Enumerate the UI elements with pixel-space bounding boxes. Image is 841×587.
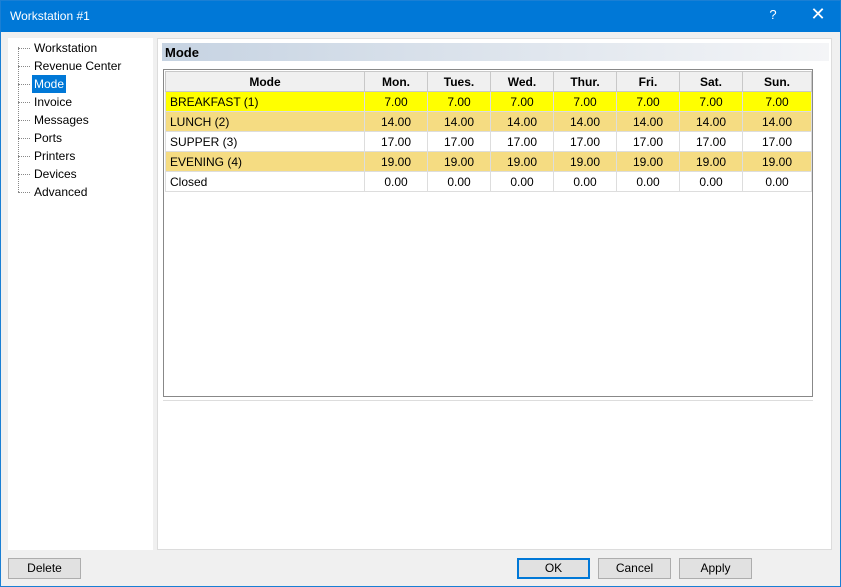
time-cell[interactable]: 0.00 bbox=[616, 171, 680, 192]
tree-item-messages[interactable]: Messages bbox=[18, 111, 91, 129]
mode-name-cell[interactable]: LUNCH (2) bbox=[165, 111, 365, 132]
time-cell[interactable]: 14.00 bbox=[616, 111, 680, 132]
time-cell[interactable]: 19.00 bbox=[490, 151, 554, 172]
time-cell[interactable]: 19.00 bbox=[679, 151, 743, 172]
window-title: Workstation #1 bbox=[10, 9, 90, 23]
navigation-tree: Workstation Revenue Center Mode Invoice Mess… bbox=[8, 38, 153, 550]
time-cell[interactable]: 7.00 bbox=[364, 91, 428, 112]
tree-connector bbox=[18, 83, 30, 85]
mode-grid: Mode Mon. Tues. Wed. Thur. Fri. Sat. Sun. BREAKF… bbox=[163, 69, 813, 397]
column-header[interactable]: Sun. bbox=[742, 71, 812, 92]
time-cell[interactable]: 7.00 bbox=[679, 91, 743, 112]
time-cell[interactable]: 7.00 bbox=[553, 91, 617, 112]
column-header[interactable]: Mon. bbox=[364, 71, 428, 92]
time-cell[interactable]: 19.00 bbox=[364, 151, 428, 172]
tree-item-mode[interactable]: Mode bbox=[18, 75, 67, 93]
mode-name-cell[interactable]: EVENING (4) bbox=[165, 151, 365, 172]
time-cell[interactable]: 0.00 bbox=[364, 171, 428, 192]
time-cell[interactable]: 0.00 bbox=[742, 171, 812, 192]
help-button[interactable]: ? bbox=[769, 7, 777, 22]
grid-header-row: Mode Mon. Tues. Wed. Thur. Fri. Sat. Sun. bbox=[165, 71, 812, 92]
tree-item-label: Advanced bbox=[34, 185, 88, 199]
time-cell[interactable]: 7.00 bbox=[490, 91, 554, 112]
time-cell[interactable]: 7.00 bbox=[427, 91, 491, 112]
time-cell[interactable]: 0.00 bbox=[553, 171, 617, 192]
mode-name-cell[interactable]: SUPPER (3) bbox=[165, 131, 365, 152]
tree-connector bbox=[18, 119, 30, 121]
time-cell[interactable]: 14.00 bbox=[427, 111, 491, 132]
close-button[interactable]: ✕ bbox=[810, 4, 826, 24]
time-cell[interactable]: 7.00 bbox=[742, 91, 812, 112]
tree-connector bbox=[18, 191, 30, 193]
tree-item-label: Workstation bbox=[34, 41, 98, 55]
column-header[interactable]: Sat. bbox=[679, 71, 743, 92]
tree-connector bbox=[18, 137, 30, 139]
time-cell[interactable]: 17.00 bbox=[490, 131, 554, 152]
apply-button[interactable]: Apply bbox=[679, 558, 752, 579]
mode-name-cell[interactable]: Closed bbox=[165, 171, 365, 192]
ok-button[interactable]: OK bbox=[517, 558, 590, 579]
tree-item-invoice[interactable]: Invoice bbox=[18, 93, 74, 111]
time-cell[interactable]: 14.00 bbox=[679, 111, 743, 132]
time-cell[interactable]: 17.00 bbox=[553, 131, 617, 152]
time-cell[interactable]: 17.00 bbox=[616, 131, 680, 152]
time-cell[interactable]: 17.00 bbox=[679, 131, 743, 152]
tree-item-workstation[interactable]: Workstation bbox=[18, 39, 99, 57]
tree-item-label: Devices bbox=[34, 167, 77, 181]
tree-item-ports[interactable]: Ports bbox=[18, 129, 64, 147]
time-cell[interactable]: 19.00 bbox=[427, 151, 491, 172]
tree-item-advanced[interactable]: Advanced bbox=[18, 183, 89, 201]
time-cell[interactable]: 19.00 bbox=[553, 151, 617, 172]
tree-item-label: Ports bbox=[34, 131, 63, 145]
time-cell[interactable]: 7.00 bbox=[616, 91, 680, 112]
time-cell[interactable]: 14.00 bbox=[490, 111, 554, 132]
tree-connector bbox=[18, 65, 30, 67]
delete-button[interactable]: Delete bbox=[8, 558, 81, 579]
table-row[interactable]: EVENING (4) 19.00 19.00 19.00 19.00 19.00 19.0… bbox=[165, 151, 812, 172]
time-cell[interactable]: 0.00 bbox=[679, 171, 743, 192]
tree-connector bbox=[18, 155, 30, 157]
tree-item-label: Mode bbox=[32, 75, 67, 93]
tree-item-label: Messages bbox=[34, 113, 89, 127]
time-cell[interactable]: 17.00 bbox=[427, 131, 491, 152]
tree-item-printers[interactable]: Printers bbox=[18, 147, 77, 165]
time-cell[interactable]: 0.00 bbox=[427, 171, 491, 192]
tree-connector bbox=[18, 173, 30, 175]
mode-name-cell[interactable]: BREAKFAST (1) bbox=[165, 91, 365, 112]
table-row[interactable]: LUNCH (2) 14.00 14.00 14.00 14.00 14.00 14.00 1… bbox=[165, 111, 812, 132]
table-row[interactable]: BREAKFAST (1) 7.00 7.00 7.00 7.00 7.00 7.00 7.0… bbox=[165, 91, 812, 112]
tree-connector bbox=[18, 101, 30, 103]
time-cell[interactable]: 0.00 bbox=[490, 171, 554, 192]
column-header[interactable]: Wed. bbox=[490, 71, 554, 92]
time-cell[interactable]: 17.00 bbox=[742, 131, 812, 152]
tree-item-label: Invoice bbox=[34, 95, 73, 109]
mode-panel: Mode Mode Mon. Tues. Wed. Thur. Fri. Sat. Sun. B… bbox=[157, 38, 832, 550]
table-row[interactable]: SUPPER (3) 17.00 17.00 17.00 17.00 17.00 17.00… bbox=[165, 131, 812, 152]
column-header[interactable]: Thur. bbox=[553, 71, 617, 92]
cancel-button[interactable]: Cancel bbox=[598, 558, 671, 579]
grid-divider bbox=[163, 400, 813, 401]
time-cell[interactable]: 19.00 bbox=[616, 151, 680, 172]
time-cell[interactable]: 14.00 bbox=[742, 111, 812, 132]
time-cell[interactable]: 17.00 bbox=[364, 131, 428, 152]
tree-item-label: Revenue Center bbox=[34, 59, 122, 73]
tree-item-label: Printers bbox=[34, 149, 76, 163]
tree-item-devices[interactable]: Devices bbox=[18, 165, 79, 183]
time-cell[interactable]: 19.00 bbox=[742, 151, 812, 172]
time-cell[interactable]: 14.00 bbox=[364, 111, 428, 132]
tree-connector bbox=[18, 47, 30, 49]
column-header[interactable]: Fri. bbox=[616, 71, 680, 92]
table-row[interactable]: Closed 0.00 0.00 0.00 0.00 0.00 0.00 0.00 bbox=[165, 171, 812, 192]
column-header[interactable]: Tues. bbox=[427, 71, 491, 92]
tree-item-revenue-center[interactable]: Revenue Center bbox=[18, 57, 123, 75]
title-bar: Workstation #1 ? ✕ bbox=[1, 1, 840, 32]
panel-title: Mode bbox=[162, 43, 829, 61]
time-cell[interactable]: 14.00 bbox=[553, 111, 617, 132]
column-header[interactable]: Mode bbox=[165, 71, 365, 92]
